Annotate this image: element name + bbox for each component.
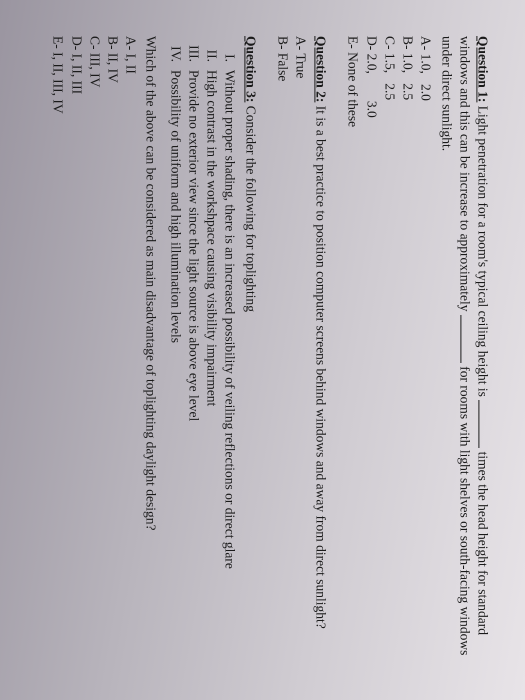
question-2: Question 2: It is a best practice to pos… <box>273 36 330 664</box>
q3-head: Question 3: Consider the following for t… <box>240 36 258 664</box>
q3-subquestion: Which of the above can be considered as … <box>141 36 159 664</box>
q3-answers: A- I, II B- II, IV C- III, IV D- I, II, … <box>48 36 139 664</box>
q1-line2b: for rooms with light <box>457 363 472 475</box>
q3-ans-e: E- I, II, III, IV <box>48 36 66 664</box>
q2-title: Question 2: <box>313 36 328 102</box>
question-3: Question 3: Consider the following for t… <box>48 36 258 664</box>
q3-item-iii: III. Provide no exterior view since the … <box>184 36 202 664</box>
q3-roman-list: I. Without proper shading, there is an i… <box>165 36 238 664</box>
roman-num: III. <box>184 36 202 70</box>
roman-text: Provide no exterior view since the light… <box>184 70 202 664</box>
q3-item-iv: IV. Possibility of uniform and high illu… <box>165 36 183 664</box>
q3-ans-d: D- I, II, III <box>66 36 84 664</box>
q3-item-ii: II. High contrast in the workshpace caus… <box>202 36 220 664</box>
question-1: Question 1: Light penetration for a room… <box>343 36 491 664</box>
roman-num: I. <box>220 36 238 70</box>
q3-ans-c: C- III, IV <box>85 36 103 664</box>
blank-1 <box>478 400 491 448</box>
q1-opt-d: D- 2.0, 3.0 <box>361 36 379 664</box>
q3-item-i: I. Without proper shading, there is an i… <box>220 36 238 664</box>
q2-opt-a: A- True <box>291 36 309 664</box>
roman-text: High contrast in the workshpace causing … <box>202 70 220 664</box>
q1-line1a: Light penetration for a room's typical c… <box>475 106 490 400</box>
q1-opt-e: E- None of these <box>343 36 361 664</box>
q1-line1b: times the head height for <box>475 448 490 586</box>
q1-options: A- 1.0, 2.0 B- 1.0, 2.5 C- 1.5, 2.5 D- 2… <box>343 36 434 664</box>
q1-text: Question 1: Light penetration for a room… <box>436 36 491 664</box>
q1-opt-b: B- 1.0, 2.5 <box>398 36 416 664</box>
q2-body: It is a best practice to position comput… <box>313 106 328 629</box>
q3-title: Question 3: <box>243 36 258 102</box>
roman-num: IV. <box>165 36 183 70</box>
q3-lead: Consider the following for toplighting <box>243 106 258 312</box>
q1-title: Question 1: <box>475 36 490 102</box>
q1-opt-c: C- 1.5, 2.5 <box>380 36 398 664</box>
q2-opt-b: B- False <box>273 36 291 664</box>
roman-text: Without proper shading, there is an incr… <box>220 70 238 664</box>
q3-ans-b: B- II, IV <box>103 36 121 664</box>
document-page: Question 1: Light penetration for a room… <box>16 10 509 690</box>
roman-num: II. <box>202 36 220 70</box>
blank-2 <box>460 315 473 363</box>
q2-options: A- True B- False <box>273 36 309 664</box>
roman-text: Possibility of uniform and high illumina… <box>165 70 183 664</box>
q2-text: Question 2: It is a best practice to pos… <box>311 36 329 664</box>
q1-opt-a: A- 1.0, 2.0 <box>416 36 434 664</box>
q3-ans-a: A- I, II <box>121 36 139 664</box>
